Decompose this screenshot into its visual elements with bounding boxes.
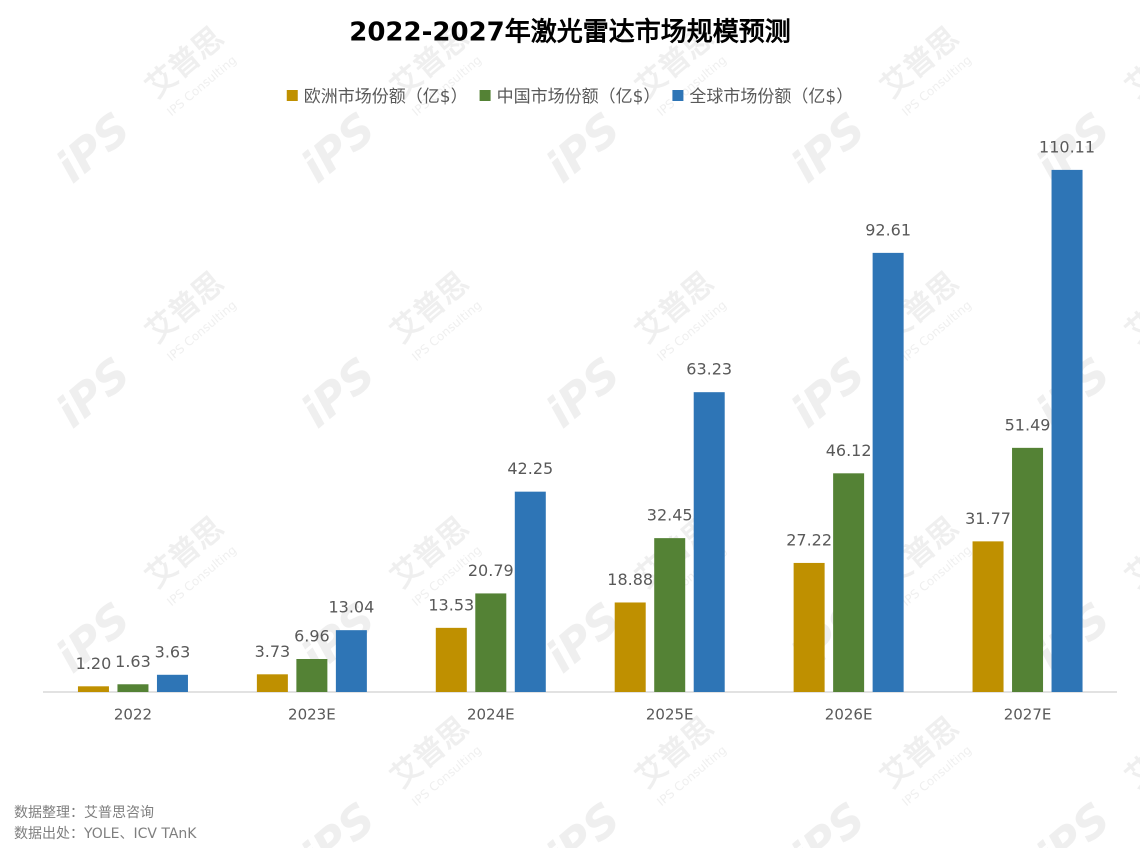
bar [256,674,288,692]
x-tick-label: 2024E [467,706,515,724]
data-label: 92.61 [865,220,911,239]
watermark-cn: 艾普思 [1119,710,1140,795]
x-tick-label: 2026E [825,706,873,724]
bar [156,674,188,692]
watermark-cn: 艾普思 [1119,510,1140,595]
bar [693,392,725,692]
bar [1051,169,1083,692]
watermark-logo: iPS [292,103,385,193]
bar [514,491,546,692]
data-label: 18.88 [607,570,653,589]
data-label: 31.77 [965,509,1011,528]
data-label: 3.73 [255,642,291,661]
data-label: 6.96 [294,626,330,645]
bar [296,658,328,692]
x-tick-label: 2027E [1004,706,1052,724]
bar [1012,447,1044,692]
watermark-cn: 艾普思 [1119,20,1140,105]
source-note: 数据整理：艾普思咨询 [14,805,154,821]
bar [833,473,865,692]
data-label: 27.22 [786,530,832,549]
watermark-logo: iPS [292,793,385,848]
data-label: 1.20 [76,654,112,673]
data-label: 13.53 [428,595,474,614]
bar [654,538,686,692]
watermark-logo: iPS [1027,793,1120,848]
watermark-logo: iPS [782,348,875,438]
legend-swatch [672,90,684,101]
watermark-logo: iPS [537,103,630,193]
bar [77,686,109,692]
legend: 欧洲市场份额（亿$） 中国市场份额（亿$） 全球市场份额（亿$） [286,87,853,107]
data-label: 3.63 [155,642,191,661]
x-tick-label: 2023E [288,706,336,724]
watermark-logo: iPS [782,793,875,848]
bar [117,684,149,692]
watermark-logo: iPS [292,348,385,438]
data-label: 13.04 [328,598,374,617]
bar [972,541,1004,692]
chart-title: 2022-2027年激光雷达市场规模预测 [349,17,791,48]
data-label: 1.63 [115,652,151,671]
watermark-logo: iPS [537,793,630,848]
data-label: 110.11 [1039,137,1095,156]
source-note: 数据出处：YOLE、ICV TAnK [14,826,197,842]
legend-swatch [479,90,491,101]
data-label: 20.79 [468,561,514,580]
watermark-logo: iPS [47,103,140,193]
watermark-cn: 艾普思 [1119,265,1140,350]
watermark-logo: iPS [47,348,140,438]
data-label: 51.49 [1005,415,1051,434]
bar [335,630,367,692]
data-label: 32.45 [647,506,693,525]
data-label: 46.12 [826,441,872,460]
bar [793,562,825,692]
legend-swatch [286,90,298,101]
watermark-logo: iPS [782,103,875,193]
bar [475,593,507,692]
bar [614,602,646,692]
legend-label: 欧洲市场份额（亿$） [304,87,468,107]
watermark-logo: iPS [537,348,630,438]
data-label: 42.25 [507,459,553,478]
legend-label: 全球市场份额（亿$） [689,87,853,107]
bar [435,627,467,692]
x-tick-label: 2022 [114,706,152,724]
data-label: 63.23 [686,360,732,379]
bar [872,252,904,692]
x-tick-label: 2025E [646,706,694,724]
legend-label: 中国市场份额（亿$） [497,87,661,107]
